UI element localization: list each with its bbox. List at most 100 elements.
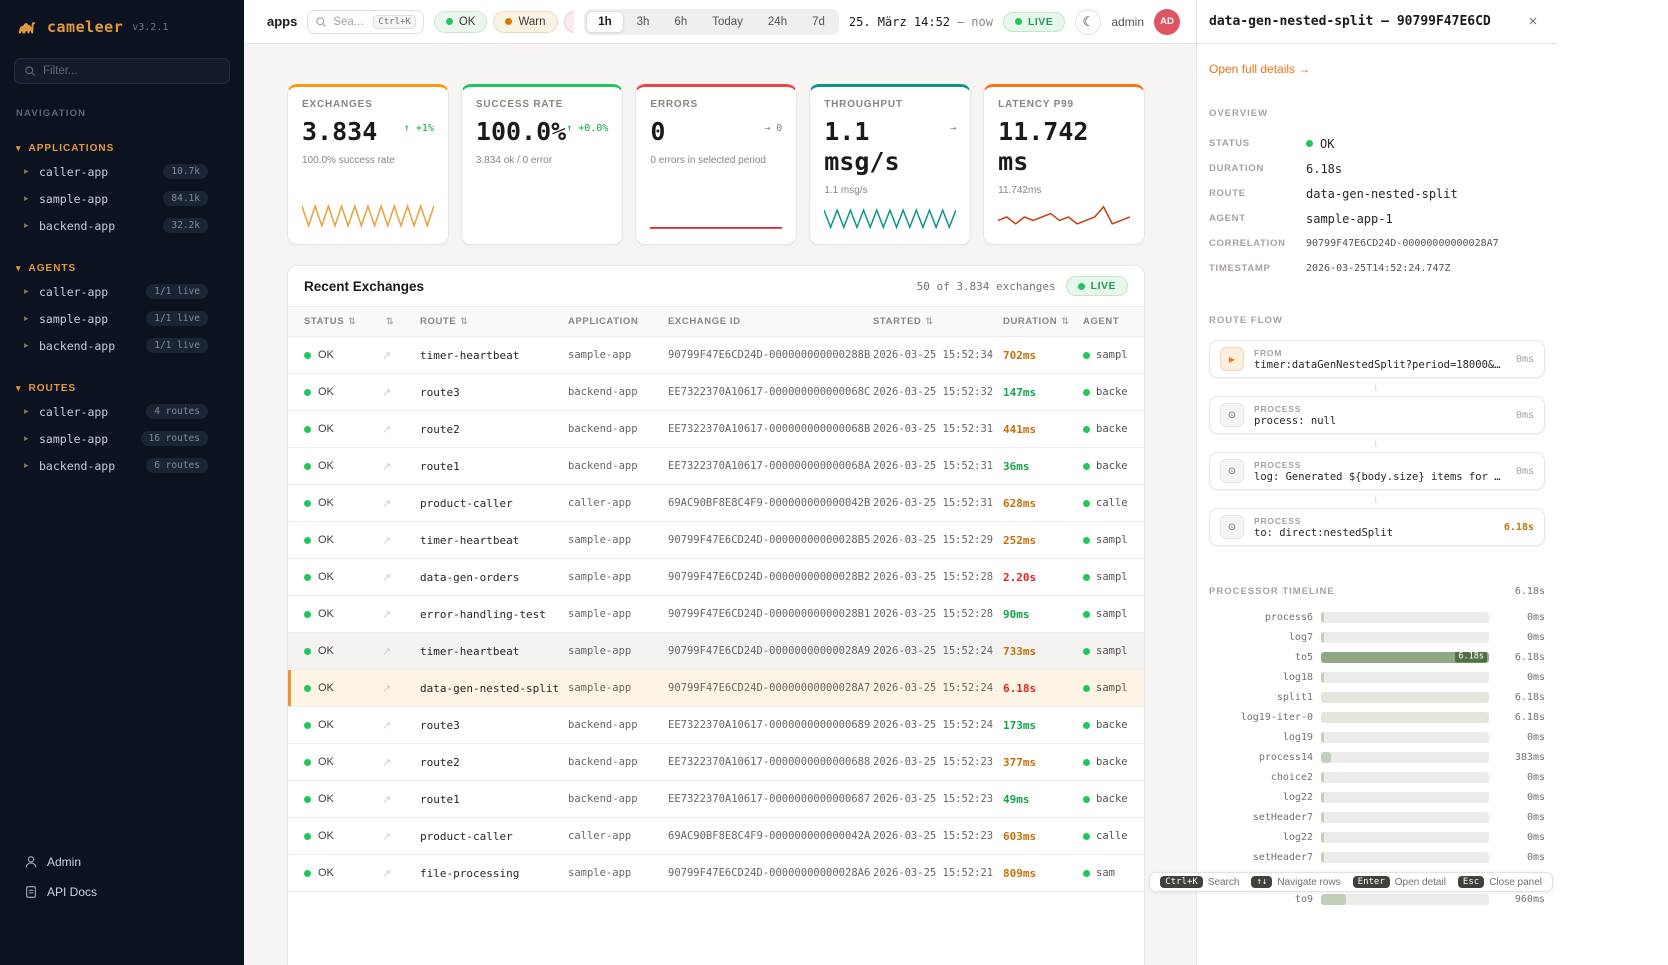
time-range-button[interactable]: 24h <box>756 11 799 33</box>
sidebar-item[interactable]: ▸ caller-app 1/1 live <box>0 278 244 305</box>
route-cell: timer-heartbeat <box>420 644 520 658</box>
search-box[interactable]: Ctrl+K <box>307 9 424 34</box>
flow-node[interactable]: ▶ FROM timer:dataGenNestedSplit?period=1… <box>1209 340 1545 378</box>
flow-node[interactable]: ⊙ PROCESS to: direct:nestedSplit 6.18s <box>1209 493 1545 546</box>
table-row[interactable]: OK ↗ data-gen-orders sample-app 90799F47… <box>288 559 1144 596</box>
column-header[interactable]: ROUTE ⇅ <box>420 316 568 327</box>
table-row[interactable]: OK ↗ route2 backend-app EE7322370A10617-… <box>288 411 1144 448</box>
agent-live-dot <box>1083 684 1090 692</box>
sidebar-section-agents[interactable]: ▾ AGENTS <box>0 259 244 278</box>
open-exchange-icon[interactable]: ↗ <box>382 608 392 621</box>
column-header[interactable]: AGENT ⇅ <box>1083 316 1128 327</box>
table-row[interactable]: OK ↗ timer-heartbeat sample-app 90799F47… <box>288 633 1144 670</box>
sidebar-section-applications[interactable]: ▾ APPLICATIONS <box>0 139 244 158</box>
sidebar-item[interactable]: ▸ backend-app 6 routes <box>0 452 244 479</box>
table-row[interactable]: OK ↗ file-processing sample-app 90799F47… <box>288 855 1144 892</box>
open-exchange-icon[interactable]: ↗ <box>382 719 392 732</box>
sidebar-section-routes[interactable]: ▾ ROUTES <box>0 379 244 398</box>
open-exchange-icon[interactable]: ↗ <box>382 793 392 806</box>
time-range-group: 1h 3h 6h Today 24h 7d <box>584 8 839 35</box>
duration-cell: 603ms <box>1003 829 1037 843</box>
shortcut-item: Enter Open detail <box>1352 876 1446 888</box>
sidebar-item-api-docs[interactable]: API Docs <box>0 877 244 907</box>
column-header[interactable]: EXCHANGE ID ⇅ <box>668 316 873 327</box>
sidebar-item-admin[interactable]: Admin <box>0 847 244 877</box>
open-exchange-icon[interactable]: ↗ <box>382 830 392 843</box>
sidebar-item[interactable]: ▸ caller-app 4 routes <box>0 398 244 425</box>
flow-node[interactable]: ⊙ PROCESS process: null 0ms <box>1209 381 1545 434</box>
open-exchange-icon[interactable]: ↗ <box>382 386 392 399</box>
agent-live-dot <box>1083 462 1090 470</box>
avatar[interactable]: AD <box>1154 8 1180 35</box>
open-exchange-icon[interactable]: ↗ <box>382 497 392 510</box>
column-header[interactable]: APPLICATION ⇅ <box>568 316 668 327</box>
timeline-row: process14 383ms <box>1209 747 1545 767</box>
open-exchange-icon[interactable]: ↗ <box>382 423 392 436</box>
table-row[interactable]: OK ↗ product-caller caller-app 69AC90BF8… <box>288 818 1144 855</box>
agent-live-dot <box>1083 499 1090 507</box>
status-filter-chip[interactable]: E <box>563 10 575 33</box>
caret-right-icon: ▸ <box>24 166 29 176</box>
table-row[interactable]: OK ↗ data-gen-nested-split sample-app 90… <box>288 670 1144 707</box>
time-range-button[interactable]: 1h <box>586 10 624 33</box>
theme-toggle[interactable]: ☾ <box>1075 8 1102 35</box>
column-header[interactable]: ⇅ <box>382 316 420 327</box>
date-range[interactable]: 25. März 14:52 — now <box>849 15 993 29</box>
sidebar-item[interactable]: ▸ sample-app 16 routes <box>0 425 244 452</box>
kpi-card: LATENCY P99 11.742 ms 11.742ms <box>983 84 1146 245</box>
sidebar-item[interactable]: ▸ sample-app 84.1k <box>0 185 244 212</box>
open-exchange-icon[interactable]: ↗ <box>382 756 392 769</box>
started-cell: 2026-03-25 15:52:31 <box>873 460 994 472</box>
ok-status-dot <box>304 758 311 766</box>
column-header[interactable]: DURATION ⇅ <box>1003 316 1083 327</box>
open-exchange-icon[interactable]: ↗ <box>382 682 392 695</box>
column-header[interactable]: STATUS ⇅ <box>304 316 382 327</box>
time-range-button[interactable]: Today <box>700 11 755 33</box>
column-header[interactable]: STARTED ⇅ <box>873 316 1003 327</box>
sidebar-item[interactable]: ▸ caller-app 10.7k <box>0 158 244 185</box>
time-range-button[interactable]: 6h <box>662 11 699 33</box>
sidebar-item[interactable]: ▸ backend-app 1/1 live <box>0 332 244 359</box>
shortcut-kbd: Esc <box>1457 876 1485 888</box>
column-header-label: EXCHANGE ID <box>668 316 741 327</box>
time-range-button[interactable]: 7d <box>800 11 837 33</box>
table-row[interactable]: OK ↗ error-handling-test sample-app 9079… <box>288 596 1144 633</box>
status-filter-chip[interactable]: OK <box>433 10 488 33</box>
time-range-button[interactable]: 3h <box>625 11 662 33</box>
table-row[interactable]: OK ↗ timer-heartbeat sample-app 90799F47… <box>288 337 1144 374</box>
timeline-bar-track <box>1321 691 1489 703</box>
table-row[interactable]: OK ↗ route2 backend-app EE7322370A10617-… <box>288 744 1144 781</box>
close-button[interactable]: × <box>1521 10 1545 34</box>
open-exchange-icon[interactable]: ↗ <box>382 534 392 547</box>
table-row[interactable]: OK ↗ timer-heartbeat sample-app 90799F47… <box>288 522 1144 559</box>
table-row[interactable]: OK ↗ product-caller caller-app 69AC90BF8… <box>288 485 1144 522</box>
status-cell: OK <box>304 423 382 435</box>
timeline-duration: 6.18s <box>1514 651 1545 663</box>
kpi-subtitle: 11.742ms <box>998 185 1042 196</box>
sidebar-item[interactable]: ▸ sample-app 1/1 live <box>0 305 244 332</box>
open-exchange-icon[interactable]: ↗ <box>382 349 392 362</box>
sidebar-item[interactable]: ▸ backend-app 32.2k <box>0 212 244 239</box>
processor-timeline-label: PROCESSOR TIMELINE <box>1209 586 1335 597</box>
open-exchange-icon[interactable]: ↗ <box>382 460 392 473</box>
open-exchange-icon[interactable]: ↗ <box>382 571 392 584</box>
table-row[interactable]: OK ↗ route3 backend-app EE7322370A10617-… <box>288 707 1144 744</box>
sidebar-item-label: backend-app <box>39 218 116 233</box>
table-row[interactable]: OK ↗ route1 backend-app EE7322370A10617-… <box>288 448 1144 485</box>
flow-node-duration: 0ms <box>1515 409 1534 421</box>
shortcut-label: Close panel <box>1489 876 1542 888</box>
open-exchange-icon[interactable]: ↗ <box>382 645 392 658</box>
shortcut-label: Open detail <box>1394 876 1446 888</box>
filter-input[interactable] <box>43 65 193 77</box>
kpi-sparkline <box>998 205 1131 225</box>
open-full-details-link[interactable]: Open full details → <box>1209 62 1311 76</box>
flow-node[interactable]: ⊙ PROCESS log: Generated ${body.size} it… <box>1209 437 1545 490</box>
timeline-duration: 6.18s <box>1514 691 1545 703</box>
table-row[interactable]: OK ↗ route1 backend-app EE7322370A10617-… <box>288 781 1144 818</box>
table-row[interactable]: OK ↗ route3 backend-app EE7322370A10617-… <box>288 374 1144 411</box>
overview-field: CORRELATION 90799F47E6CD24D-000000000000… <box>1209 231 1545 256</box>
status-filter-chip[interactable]: Warn <box>493 10 558 33</box>
open-exchange-icon[interactable]: ↗ <box>382 867 392 880</box>
search-input[interactable] <box>333 15 368 28</box>
timeline-bar <box>1321 711 1489 723</box>
